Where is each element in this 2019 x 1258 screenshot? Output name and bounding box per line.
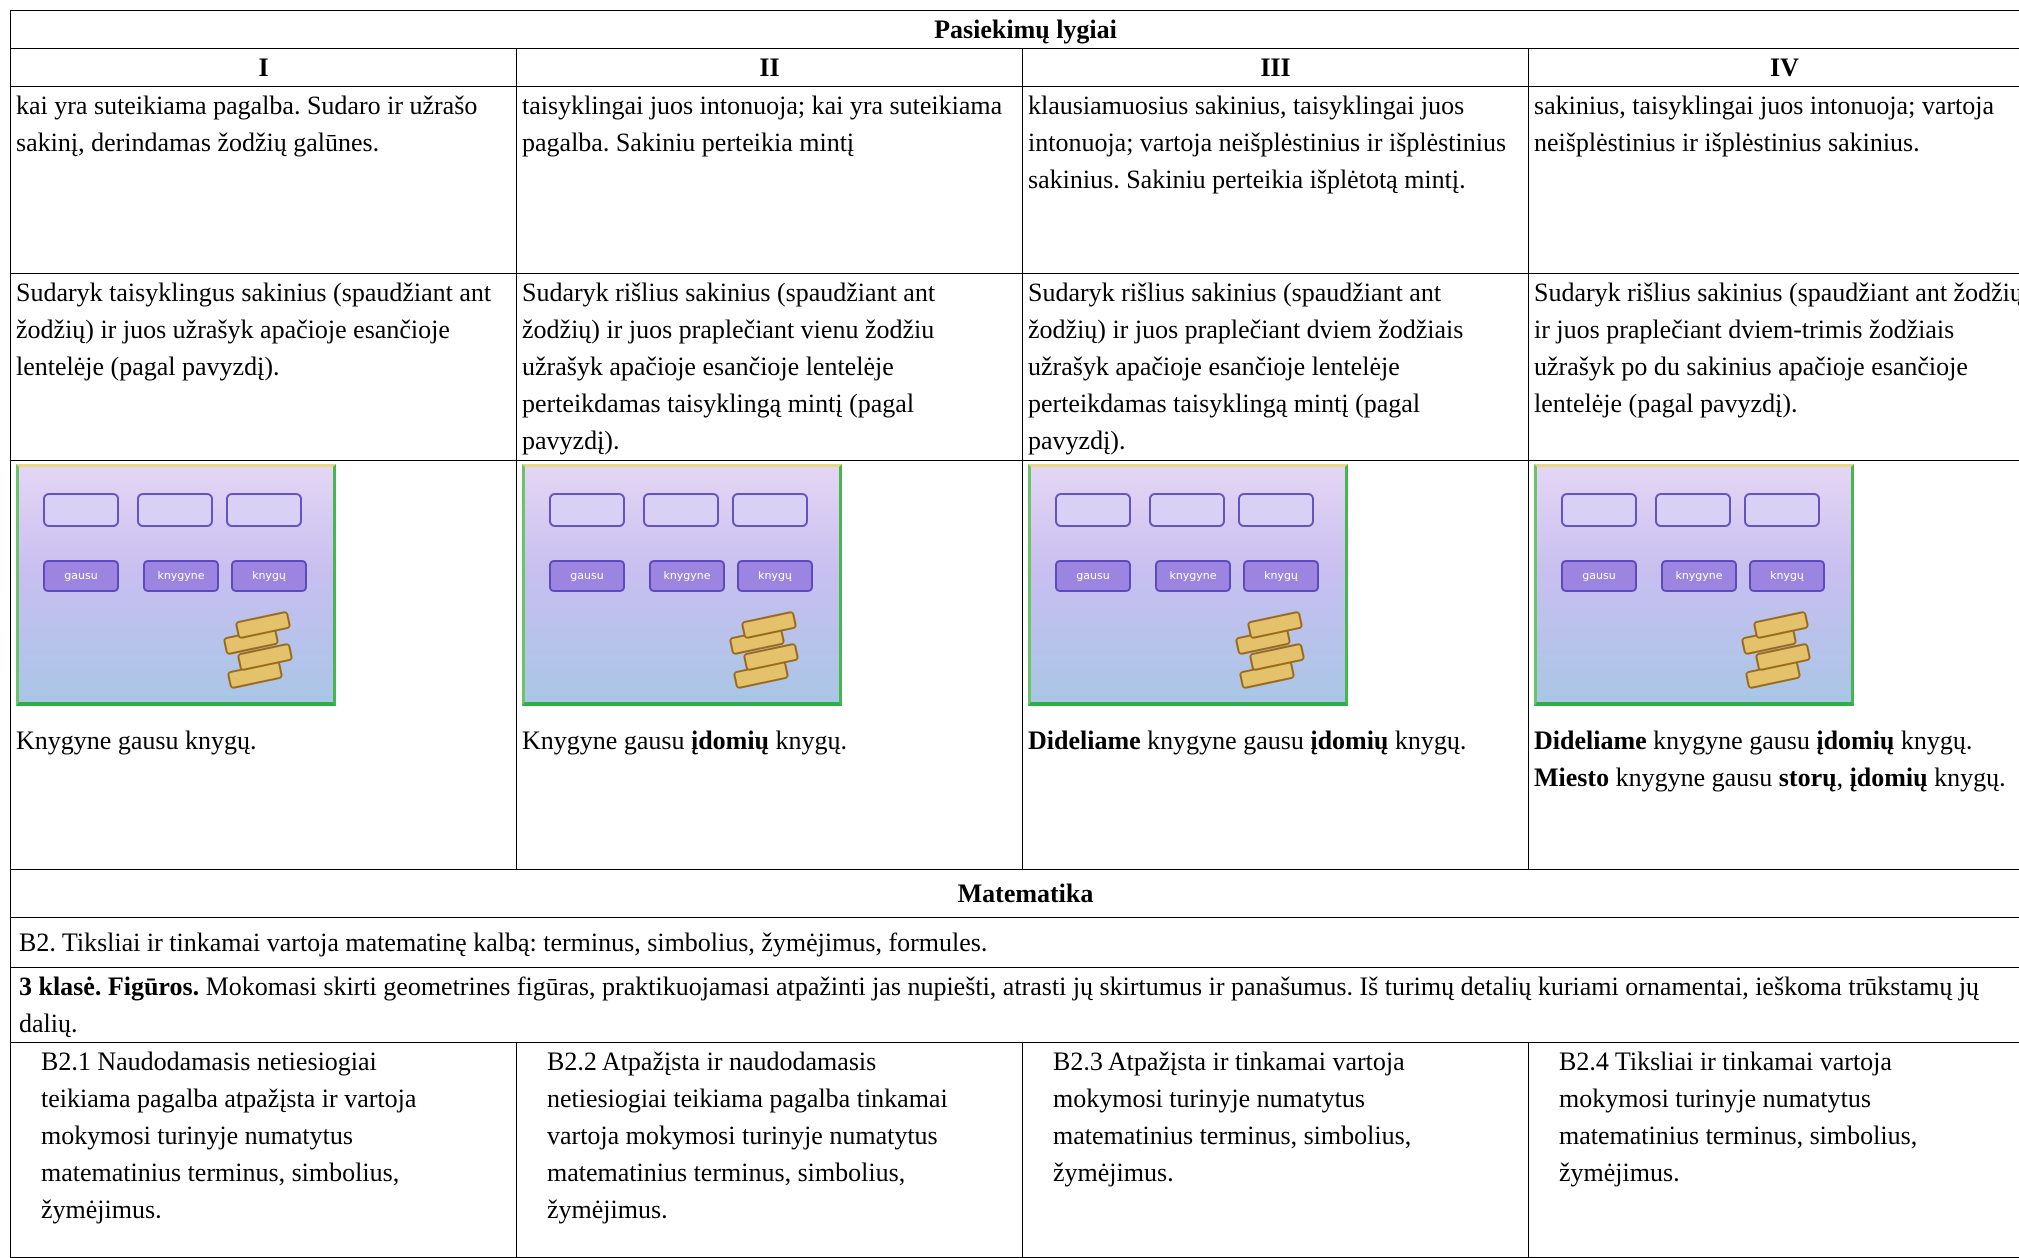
answer-slot [549, 493, 625, 527]
answer-slot [1655, 493, 1731, 527]
example-segment: , [1837, 763, 1850, 792]
cell: klausiamuosius sakinius, taisyklingai ju… [1023, 87, 1529, 274]
answer-slot [1744, 493, 1820, 527]
example-segment: knygyne gausu [1141, 726, 1311, 755]
example-segment: knygų. [769, 726, 847, 755]
grade-text: Mokomasi skirti geometrines figūras, pra… [19, 972, 1979, 1038]
word-button: knygų [1749, 560, 1825, 592]
word-button: knygyne [1155, 560, 1231, 592]
grade-description: 3 klasė. Figūros. Mokomasi skirti geomet… [11, 968, 2019, 1043]
cell: Sudaryk rišlius sakinius (spaudžiant ant… [517, 274, 1023, 461]
example-cell: gausu knygyne knygų Knygyne gausu knygų. [11, 461, 517, 870]
level-header: II [517, 49, 1023, 87]
example-segment: knygų. [1894, 726, 1972, 755]
example-segment: knygų. [1928, 763, 2006, 792]
word-button: knygyne [1661, 560, 1737, 592]
text-row: kai yra suteikiama pagalba. Sudaro ir už… [11, 87, 2019, 274]
cell: Sudaryk taisyklingus sakinius (spaudžian… [11, 274, 517, 461]
example-line: Dideliame knygyne gausu įdomių knygų. [1028, 722, 1523, 759]
example-line: Knygyne gausu įdomių knygų. [522, 722, 1017, 759]
example-segment: Knygyne gausu knygų. [16, 726, 256, 755]
math-level: B2.3 Atpažįsta ir tinkamai vartoja mokym… [1023, 1043, 1529, 1258]
example-text: Dideliame knygyne gausu įdomių knygų. [1028, 722, 1523, 759]
answer-slot [137, 493, 213, 527]
example-segment: knygyne gausu [1647, 726, 1817, 755]
books-icon [725, 607, 805, 697]
math-goal: B2. Tiksliai ir tinkamai vartoja matemat… [11, 918, 2019, 968]
grade-title: 3 klasė. Figūros. [19, 972, 199, 1001]
example-cell: gausu knygyne knygų Dideliame knygyne gausu… [1023, 461, 1529, 870]
example-segment: Knygyne gausu [522, 726, 691, 755]
books-icon [1737, 607, 1817, 697]
word-button: knygų [1243, 560, 1319, 592]
example-line: Miesto knygyne gausu storų, įdomių knygų… [1534, 759, 2019, 796]
level-header: III [1023, 49, 1529, 87]
example-segment: Dideliame [1028, 726, 1141, 755]
example-segment: knygų. [1388, 726, 1466, 755]
grade-row: 3 klasė. Figūros. Mokomasi skirti geomet… [11, 968, 2019, 1043]
app-screenshot: gausu knygyne knygų [16, 464, 336, 706]
app-screenshot: gausu knygyne knygų [1534, 464, 1854, 706]
answer-slot [732, 493, 808, 527]
math-level: B2.4 Tiksliai ir tinkamai vartoja mokymo… [1529, 1043, 2019, 1258]
level-header: IV [1529, 49, 2019, 87]
example-text: Knygyne gausu knygų. [16, 722, 511, 759]
books-icon [1231, 607, 1311, 697]
word-button: gausu [549, 560, 625, 592]
cell: kai yra suteikiama pagalba. Sudaro ir už… [11, 87, 517, 274]
cell: taisyklingai juos intonuoja; kai yra sut… [517, 87, 1023, 274]
example-segment: įdomių [1850, 763, 1928, 792]
example-segment: įdomių [1816, 726, 1894, 755]
answer-slot [1238, 493, 1314, 527]
answer-slot [643, 493, 719, 527]
example-segment: įdomių [1310, 726, 1388, 755]
cell: Sudaryk rišlius sakinius (spaudžiant ant… [1023, 274, 1529, 461]
answer-slot [1149, 493, 1225, 527]
example-line: Knygyne gausu knygų. [16, 722, 511, 759]
example-segment: knygyne gausu [1609, 763, 1779, 792]
example-text: Knygyne gausu įdomių knygų. [522, 722, 1017, 759]
math-level: B2.2 Atpažįsta ir naudodamasis netiesiog… [517, 1043, 1023, 1258]
math-title: Matematika [11, 870, 2019, 918]
answer-slot [1055, 493, 1131, 527]
example-segment: Dideliame [1534, 726, 1647, 755]
math-levels-row: B2.1 Naudodamasis netiesiogiai teikiama … [11, 1043, 2019, 1258]
cell: sakinius, taisyklingai juos intonuoja; v… [1529, 87, 2019, 274]
text-row: Sudaryk taisyklingus sakinius (spaudžian… [11, 274, 2019, 461]
cell: Sudaryk rišlius sakinius (spaudžiant ant… [1529, 274, 2019, 461]
word-button: knygų [737, 560, 813, 592]
word-button: knygyne [143, 560, 219, 592]
answer-slot [226, 493, 302, 527]
example-segment: Miesto [1534, 763, 1609, 792]
answer-slot [43, 493, 119, 527]
word-button: gausu [1055, 560, 1131, 592]
app-screenshot: gausu knygyne knygų [522, 464, 842, 706]
example-text: Dideliame knygyne gausu įdomių knygų.Mie… [1534, 722, 2019, 796]
level-header: I [11, 49, 517, 87]
example-line: Dideliame knygyne gausu įdomių knygų. [1534, 722, 2019, 759]
example-cell: gausu knygyne knygų Dideliame knygyne gausu… [1529, 461, 2019, 870]
math-title-row: Matematika [11, 870, 2019, 918]
word-button: knygyne [649, 560, 725, 592]
app-screenshot: gausu knygyne knygų [1028, 464, 1348, 706]
answer-slot [1561, 493, 1637, 527]
math-level: B2.1 Naudodamasis netiesiogiai teikiama … [11, 1043, 517, 1258]
table-title: Pasiekimų lygiai [11, 11, 2019, 49]
goal-row: B2. Tiksliai ir tinkamai vartoja matemat… [11, 918, 2019, 968]
word-button: gausu [1561, 560, 1637, 592]
example-segment: įdomių [691, 726, 769, 755]
books-icon [219, 607, 299, 697]
word-button: knygų [231, 560, 307, 592]
example-cell: gausu knygyne knygų Knygyne gausu įdomių kn… [517, 461, 1023, 870]
example-segment: storų [1779, 763, 1837, 792]
title-row: Pasiekimų lygiai [11, 11, 2019, 49]
word-button: gausu [43, 560, 119, 592]
